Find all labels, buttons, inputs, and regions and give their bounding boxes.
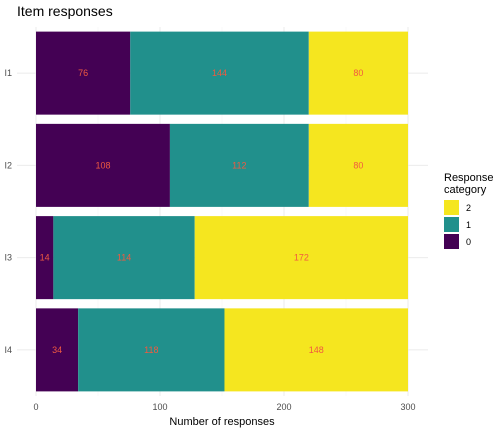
bar-i2-category-1 xyxy=(169,123,309,207)
y-axis-tick-labels: I1 I2 I3 I4 xyxy=(4,68,12,355)
legend-label-2: 2 xyxy=(466,203,471,213)
legend-title-line-2: category xyxy=(444,184,487,196)
chart-title: Item responses xyxy=(17,3,113,19)
data-label-i4-category-1: 118 xyxy=(144,345,158,355)
legend-title-line-1: Response xyxy=(444,172,494,184)
bar-i1-category-1 xyxy=(130,31,309,115)
bar-i4-category-1 xyxy=(78,308,225,392)
legend-swatch-0 xyxy=(444,234,459,249)
legend: Response category 2 1 0 xyxy=(444,172,494,249)
data-label-i2-category-2: 80 xyxy=(353,160,363,170)
data-label-i3-category-1: 114 xyxy=(117,253,131,263)
bar-i2-category-0 xyxy=(36,123,170,207)
data-labels: 76 144 80 108 112 80 14 114 172 34 118 148 xyxy=(40,68,364,355)
x-tick-label-0: 0 xyxy=(33,402,38,412)
bar-i4-category-0 xyxy=(36,308,79,392)
data-label-i2-category-1: 112 xyxy=(232,160,246,170)
y-tick-label-i1: I1 xyxy=(4,68,12,78)
bar-i2-category-2 xyxy=(308,123,408,207)
data-label-i4-category-2: 148 xyxy=(309,345,324,355)
bar-i3-category-1 xyxy=(53,216,195,300)
x-axis-tick-labels: 0 100 200 300 xyxy=(33,402,415,412)
legend-label-0: 0 xyxy=(466,237,471,247)
data-label-i4-category-0: 34 xyxy=(52,345,62,355)
bar-i1-category-2 xyxy=(308,31,408,115)
data-label-i1-category-2: 80 xyxy=(353,68,363,78)
y-tick-label-i2: I2 xyxy=(4,160,12,170)
x-axis-title: Number of responses xyxy=(169,416,275,428)
bar-i1-category-0 xyxy=(36,31,131,115)
x-tick-label-100: 100 xyxy=(152,402,167,412)
bar-i4-category-2 xyxy=(224,308,408,392)
data-label-i3-category-2: 172 xyxy=(294,253,309,263)
legend-swatch-1 xyxy=(444,217,459,232)
y-tick-label-i3: I3 xyxy=(4,253,12,263)
legend-swatch-2 xyxy=(444,200,459,215)
y-tick-label-i4: I4 xyxy=(4,345,12,355)
data-label-i1-category-0: 76 xyxy=(78,68,88,78)
data-label-i1-category-1: 144 xyxy=(212,68,227,78)
bar-i3-category-2 xyxy=(194,216,408,300)
x-tick-label-200: 200 xyxy=(276,402,291,412)
x-tick-label-300: 300 xyxy=(400,402,415,412)
bars xyxy=(36,31,408,392)
data-label-i2-category-0: 108 xyxy=(95,160,110,170)
bar-i3-category-0 xyxy=(36,216,54,300)
data-label-i3-category-0: 14 xyxy=(40,253,50,263)
legend-label-1: 1 xyxy=(466,220,471,230)
